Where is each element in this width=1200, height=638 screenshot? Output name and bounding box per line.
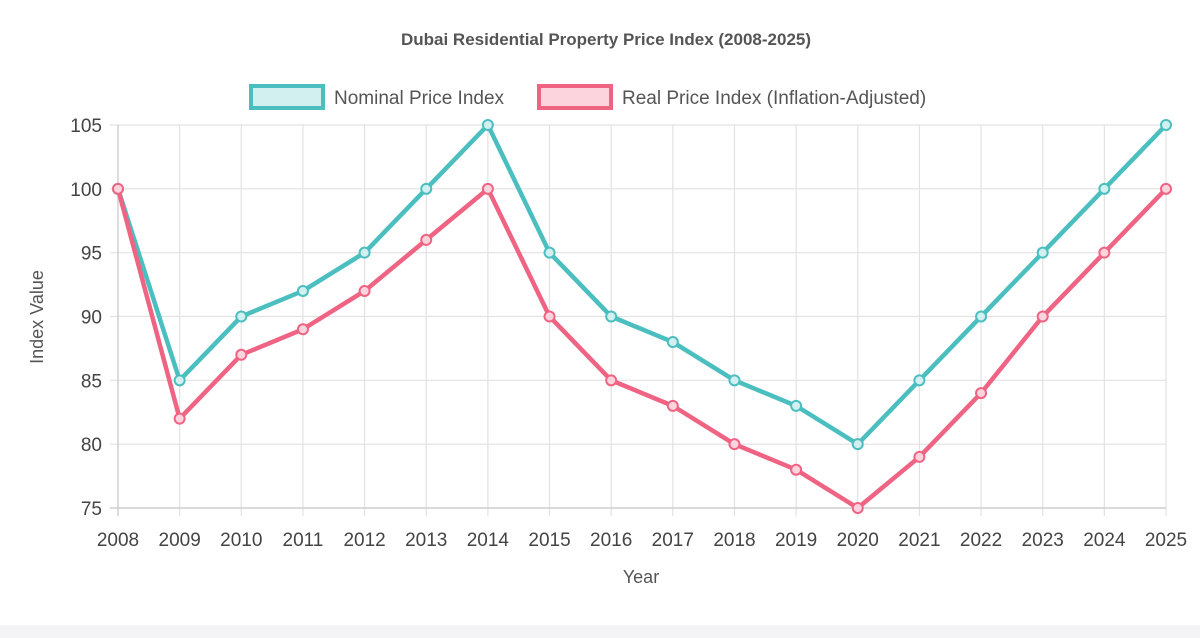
data-point <box>1036 246 1049 259</box>
data-point <box>420 182 433 195</box>
grid-lines <box>110 124 1167 516</box>
y-tick-label: 85 <box>81 371 102 392</box>
x-tick-label: 2012 <box>343 530 385 551</box>
data-point <box>605 310 618 323</box>
legend-label: Nominal Price Index <box>334 88 505 109</box>
data-point <box>790 463 803 476</box>
data-point <box>913 374 926 387</box>
x-tick-label: 2017 <box>652 530 694 551</box>
data-point <box>235 348 248 361</box>
x-tick-label: 2019 <box>775 530 817 551</box>
data-point <box>173 374 186 387</box>
x-tick-label: 2022 <box>960 530 1002 551</box>
legend-item: Nominal Price Index <box>249 84 505 110</box>
data-point <box>790 399 803 412</box>
data-point <box>975 310 988 323</box>
chart-title: Dubai Residential Property Price Index (… <box>401 30 811 49</box>
x-tick-label: 2020 <box>837 530 879 551</box>
data-point <box>112 182 124 195</box>
series-group <box>112 182 1172 514</box>
series-line <box>115 122 1169 447</box>
data-point <box>173 412 186 425</box>
data-point <box>543 246 556 259</box>
y-tick-label: 90 <box>81 308 102 329</box>
line-chart: Dubai Residential Property Price Index (… <box>27 30 1187 587</box>
legend-item: Real Price Index (Inflation-Adjusted) <box>537 84 926 110</box>
series-line <box>115 186 1169 511</box>
data-point <box>358 246 371 259</box>
data-point <box>1098 246 1111 259</box>
legend: Nominal Price Index Real Price Index (Inf… <box>249 84 926 110</box>
data-point <box>851 438 864 451</box>
data-point <box>605 374 618 387</box>
data-point <box>358 284 371 297</box>
data-point <box>481 182 494 195</box>
x-tick-label: 2010 <box>220 530 262 551</box>
series-group <box>112 119 1172 451</box>
legend-swatch <box>249 84 325 110</box>
x-tick-label: 2008 <box>97 530 139 551</box>
data-point <box>296 284 309 297</box>
data-point <box>728 438 741 451</box>
y-axis-label: Index Value <box>27 270 47 364</box>
data-point <box>296 323 309 336</box>
x-tick-label: 2011 <box>283 530 324 551</box>
legend-label: Real Price Index (Inflation-Adjusted) <box>622 88 926 109</box>
data-point <box>543 310 556 323</box>
x-tick-label: 2016 <box>590 530 632 551</box>
data-point <box>1160 119 1172 131</box>
x-tick-label: 2013 <box>405 530 447 551</box>
y-axis-ticks: 75 80 85 90 95 100 105 <box>70 116 102 520</box>
x-tick-label: 2024 <box>1083 530 1126 551</box>
x-tick-label: 2009 <box>159 530 201 551</box>
legend-swatch <box>537 84 613 110</box>
data-point <box>666 336 679 349</box>
x-tick-label: 2018 <box>713 530 755 551</box>
data-point <box>481 119 494 131</box>
x-tick-label: 2023 <box>1022 530 1064 551</box>
bottom-strip <box>0 625 1200 638</box>
data-point <box>235 310 248 323</box>
data-point <box>1160 182 1172 195</box>
x-tick-label: 2014 <box>467 530 510 551</box>
x-axis-label: Year <box>623 567 659 587</box>
y-tick-label: 100 <box>70 180 102 201</box>
data-point <box>851 502 864 514</box>
x-axis-ticks: 2008 2009 2010 2011 2012 2013 2014 2015 2016 2017… <box>97 530 1187 551</box>
data-point <box>913 450 926 463</box>
x-tick-label: 2025 <box>1145 530 1187 551</box>
x-tick-label: 2021 <box>898 530 940 551</box>
data-point <box>728 374 741 387</box>
data-point <box>420 233 433 246</box>
y-tick-label: 80 <box>81 435 102 456</box>
series-layer <box>112 119 1172 514</box>
y-tick-label: 105 <box>70 116 102 137</box>
data-point <box>1036 310 1049 323</box>
y-tick-label: 75 <box>81 499 102 520</box>
y-tick-label: 95 <box>81 244 102 265</box>
data-point <box>1098 182 1111 195</box>
data-point <box>975 387 988 400</box>
data-point <box>666 399 679 412</box>
x-tick-label: 2015 <box>528 530 570 551</box>
